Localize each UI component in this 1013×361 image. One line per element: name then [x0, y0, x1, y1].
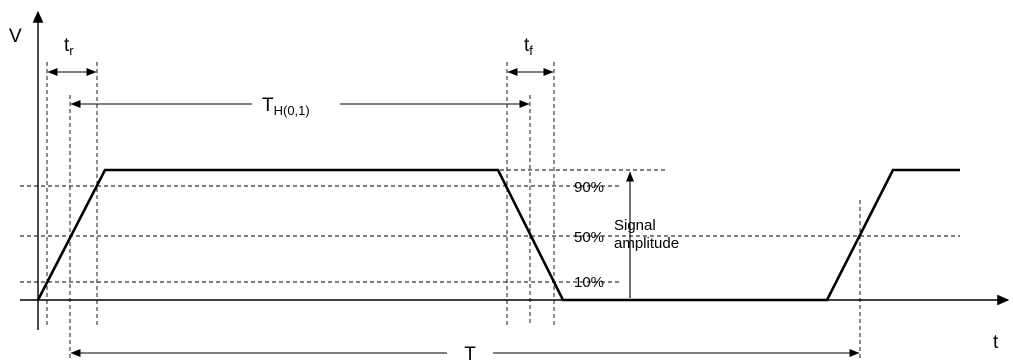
- rise-time-label: tr: [64, 35, 74, 58]
- level-10-label: 10%: [574, 274, 604, 291]
- signal-amplitude-label-line1: Signal: [614, 217, 656, 234]
- level-50-label: 50%: [574, 229, 604, 246]
- period-label: T: [464, 344, 476, 361]
- high-time-label: TH(0,1): [262, 95, 310, 118]
- y-axis-label: V: [9, 26, 22, 47]
- fall-time-label: tf: [524, 35, 533, 58]
- x-axis-label: t: [993, 332, 999, 353]
- signal-amplitude-label-line2: amplitude: [614, 235, 679, 252]
- signal-waveform: [36, 168, 960, 302]
- level-90-label: 90%: [574, 179, 604, 196]
